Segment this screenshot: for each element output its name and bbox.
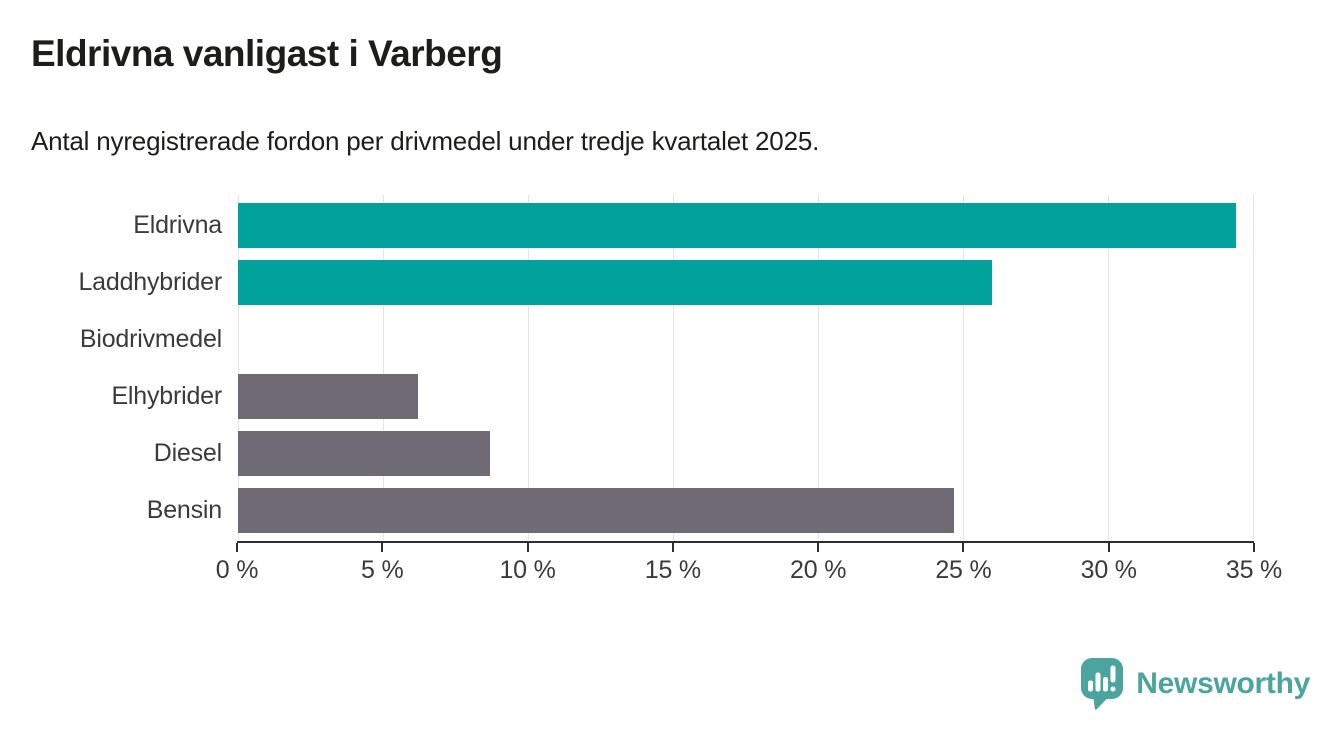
category-label-diesel: Diesel <box>153 439 222 467</box>
gridline <box>818 195 819 540</box>
x-axis-tick <box>671 543 674 552</box>
x-axis-tick-label: 30 % <box>1080 556 1137 584</box>
gridline <box>528 195 529 540</box>
category-label-elhybrider: Elhybrider <box>111 382 222 410</box>
x-axis-tick-label: 25 % <box>935 556 992 584</box>
brand-link[interactable]: Newsworthy <box>1080 657 1310 710</box>
bar-eldrivna <box>238 203 1236 248</box>
newsworthy-logo-icon <box>1081 658 1124 710</box>
bar-diesel <box>238 431 491 476</box>
category-label-bensin: Bensin <box>146 496 222 524</box>
gridline <box>238 195 239 540</box>
category-label-laddhybrider: Laddhybrider <box>78 268 222 296</box>
x-axis-tick <box>1107 543 1110 552</box>
category-label-eldrivna: Eldrivna <box>133 211 222 239</box>
x-axis-tick-label: 20 % <box>790 556 847 584</box>
x-axis-tick <box>817 543 820 552</box>
x-axis: 0 % 5 % 10 % 15 % 20 % 25 % 30 % 35 % <box>216 541 1282 584</box>
x-axis-tick-label: 0 % <box>215 556 259 584</box>
brand-name: Newsworthy <box>1136 666 1310 700</box>
x-axis-tick-label: 15 % <box>644 556 701 584</box>
x-axis-tick <box>962 543 965 552</box>
bar-laddhybrider <box>238 260 992 305</box>
plot-area <box>238 195 1254 540</box>
gridline <box>963 195 964 540</box>
gridline <box>1253 195 1254 540</box>
x-axis-tick-label: 35 % <box>1225 556 1283 584</box>
bar-elhybrider <box>238 374 418 419</box>
gridline <box>383 195 384 540</box>
x-axis-tick <box>381 543 384 552</box>
x-axis-tick <box>526 543 529 552</box>
gridline <box>1108 195 1109 540</box>
category-label-biodrivmedel: Biodrivmedel <box>79 325 222 353</box>
gridline <box>673 195 674 540</box>
chart-subtitle: Antal nyregistrerade fordon per drivmede… <box>31 126 820 156</box>
page-title: Eldrivna vanligast i Varberg <box>31 33 503 74</box>
x-axis-tick-label: 5 % <box>361 556 404 584</box>
x-axis-tick <box>1253 543 1255 552</box>
x-axis-tick <box>236 543 238 552</box>
bar-bensin <box>238 488 955 533</box>
x-axis-tick-label: 10 % <box>499 556 556 584</box>
